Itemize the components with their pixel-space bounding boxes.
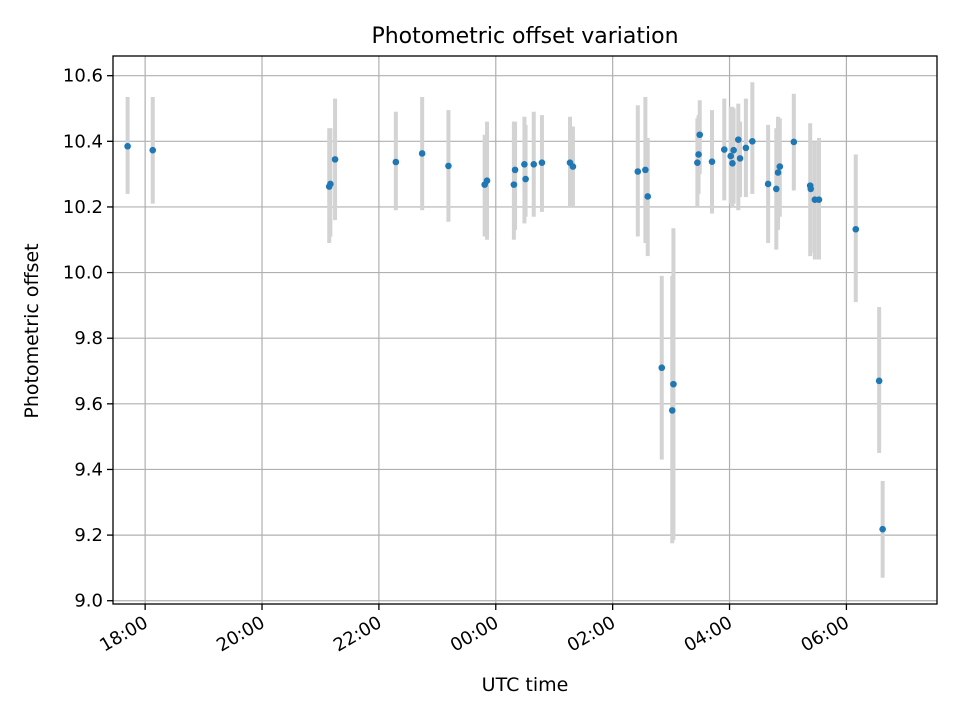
data-point: [538, 159, 546, 166]
data-point: [708, 158, 716, 165]
data-point: [727, 152, 735, 160]
y-tick-label: 9.2: [74, 525, 103, 546]
data-point: [764, 180, 772, 188]
data-point: [742, 144, 750, 152]
data-point: [124, 142, 131, 150]
y-tick-label: 10.6: [63, 66, 103, 87]
data-point: [658, 364, 666, 372]
y-tick-label: 9.4: [74, 459, 103, 480]
data-point: [668, 407, 676, 414]
data-point: [521, 160, 528, 168]
data-point: [729, 160, 736, 167]
data-point: [331, 156, 339, 163]
data-point: [522, 175, 529, 183]
data-point: [815, 196, 823, 204]
y-axis-label: Photometric offset: [21, 243, 43, 418]
data-point: [642, 166, 649, 174]
data-point: [392, 158, 400, 166]
data-point: [807, 185, 815, 193]
data-point: [736, 155, 744, 162]
data-point: [875, 377, 883, 385]
y-tick-label: 9.8: [74, 328, 103, 349]
data-point: [696, 131, 704, 139]
x-axis-label: UTC time: [482, 674, 569, 696]
point-layer: [124, 131, 886, 533]
data-point: [774, 169, 782, 176]
data-point: [749, 138, 756, 145]
data-point: [776, 163, 784, 170]
y-tick-label: 10.0: [63, 263, 103, 284]
y-tick-label: 10.4: [63, 131, 103, 152]
data-point: [772, 185, 780, 193]
data-point: [670, 380, 677, 388]
data-point: [735, 136, 742, 143]
data-point: [634, 168, 642, 175]
y-tick-label: 10.2: [63, 197, 103, 218]
chart-title: Photometric offset variation: [371, 24, 678, 49]
data-point: [879, 525, 886, 533]
data-point: [149, 146, 157, 154]
y-tick-label: 9.0: [74, 591, 103, 612]
data-point: [327, 180, 334, 188]
data-point: [730, 146, 737, 154]
data-point: [510, 181, 518, 188]
data-point: [720, 146, 728, 153]
y-tick-label: 9.6: [74, 394, 103, 415]
data-point: [530, 160, 538, 168]
data-point: [790, 138, 798, 146]
data-point: [644, 193, 652, 200]
data-point: [445, 162, 452, 170]
data-point: [418, 150, 426, 157]
data-point: [569, 163, 577, 170]
data-point: [694, 159, 701, 166]
data-point: [852, 225, 860, 233]
data-point: [511, 166, 519, 174]
plot-frame: [112, 55, 938, 605]
data-point: [483, 177, 491, 184]
data-point: [695, 151, 702, 158]
